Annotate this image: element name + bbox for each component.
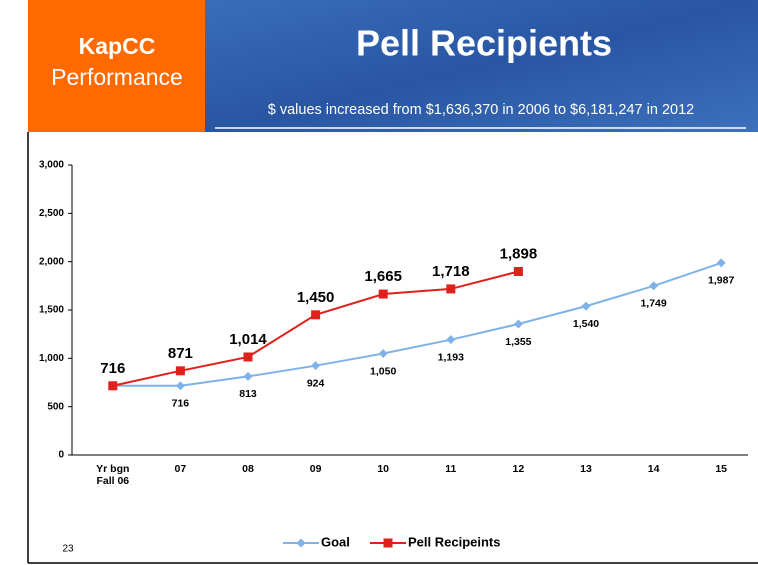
data-point xyxy=(175,381,185,391)
legend-marker xyxy=(383,538,393,548)
data-label: 1,540 xyxy=(573,318,599,330)
series-line xyxy=(112,261,722,387)
y-tick-label: 500 xyxy=(47,401,64,412)
data-label: 716 xyxy=(172,398,190,410)
data-point xyxy=(513,319,523,329)
data-label: 1,665 xyxy=(364,268,402,285)
legend-label: Pell Recipeints xyxy=(408,534,500,549)
y-tick-label: 2,500 xyxy=(39,208,64,219)
x-tick-label: 07 xyxy=(175,463,187,475)
data-label: 1,718 xyxy=(432,263,470,280)
slide-number: 23 xyxy=(62,544,74,555)
data-label: 1,749 xyxy=(640,298,666,310)
data-point xyxy=(581,301,591,311)
x-tick-label: 09 xyxy=(310,463,322,475)
data-label: 871 xyxy=(168,345,193,362)
data-label: 1,898 xyxy=(500,245,538,262)
chart-title: Pell Recipients xyxy=(356,23,612,64)
data-label: 1,014 xyxy=(229,331,267,348)
header-band xyxy=(205,0,758,132)
data-label: 1,450 xyxy=(297,289,335,306)
chart-subtitle: $ values increased from $1,636,370 in 20… xyxy=(268,102,694,118)
data-label: 716 xyxy=(100,360,125,377)
y-tick-label: 1,000 xyxy=(39,353,64,364)
data-point xyxy=(108,381,118,391)
x-tick-label: 15 xyxy=(715,463,727,475)
x-tick-label: 10 xyxy=(377,463,389,475)
data-point xyxy=(175,366,185,376)
data-point xyxy=(446,284,456,294)
data-point xyxy=(311,361,321,371)
data-point xyxy=(716,258,726,268)
data-point xyxy=(243,371,253,381)
legend-label: Goal xyxy=(321,534,350,549)
data-label: 1,193 xyxy=(438,351,464,363)
x-tick-label: 12 xyxy=(513,463,525,475)
legend-marker xyxy=(296,538,306,548)
data-point xyxy=(446,335,456,345)
x-tick-label: 13 xyxy=(580,463,592,475)
data-label: 1,987 xyxy=(708,275,734,287)
x-tick-label: 11 xyxy=(445,463,456,475)
y-tick-label: 3,000 xyxy=(39,160,64,171)
brand-sub: Performance xyxy=(51,64,183,90)
data-point xyxy=(378,349,388,358)
data-point xyxy=(378,289,388,299)
data-point xyxy=(243,352,253,362)
data-point xyxy=(649,281,659,291)
data-label: 813 xyxy=(239,388,257,400)
brand-box xyxy=(28,0,205,132)
y-tick-label: 0 xyxy=(58,450,64,461)
data-point xyxy=(311,310,321,320)
x-tick-label: Yr bgn Fall 06 xyxy=(96,463,129,487)
x-tick-label: 08 xyxy=(242,463,254,475)
brand: KapCC xyxy=(79,33,156,59)
data-label: 924 xyxy=(307,377,325,389)
data-label: 1,355 xyxy=(505,336,531,348)
data-point xyxy=(513,267,523,277)
data-label: 1,050 xyxy=(370,365,396,377)
x-tick-label: 14 xyxy=(648,463,660,475)
y-tick-label: 2,000 xyxy=(39,256,64,267)
y-tick-label: 1,500 xyxy=(39,305,64,316)
